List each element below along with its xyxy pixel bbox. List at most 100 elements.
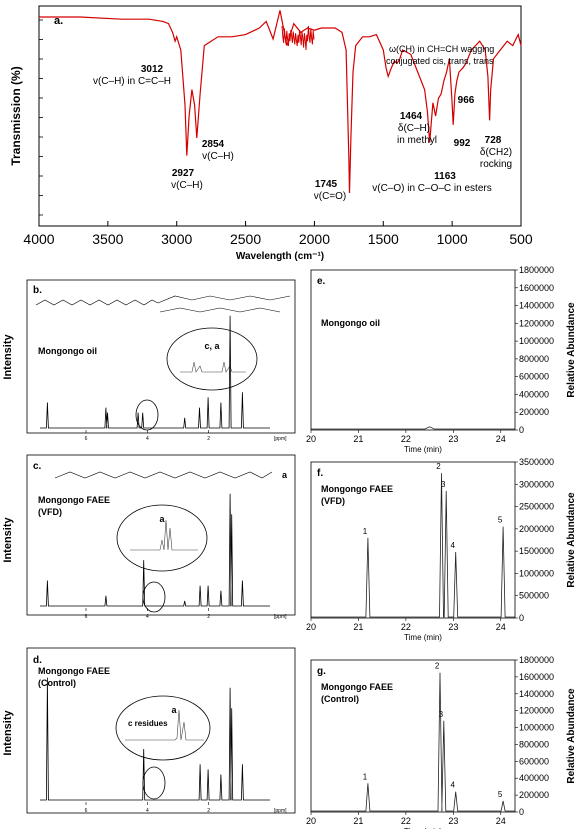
nmr-panel-b: b. Mongongo oil c, a 6 4 2 [ppm] bbox=[26, 279, 296, 442]
ann-1464-extra: in methyl bbox=[397, 135, 437, 146]
ftir-x-tick-label: 3500 bbox=[92, 231, 123, 247]
gc-x-tick-label: 24 bbox=[496, 434, 506, 444]
ftir-x-tick-label: 1500 bbox=[368, 231, 399, 247]
gc-y-tick-label: 1000000 bbox=[519, 723, 554, 733]
gc-y-tick-label: 3000000 bbox=[519, 479, 554, 489]
nmr-b-inset-label: c, a bbox=[204, 341, 220, 351]
gc-g-sample2: (Control) bbox=[321, 694, 359, 704]
gc-y-tick-label: 1200000 bbox=[519, 706, 554, 716]
gc-g-sample: Mongongo FAEE bbox=[321, 682, 393, 692]
ppm-unit: [ppm] bbox=[274, 808, 287, 814]
gc-x-tick-label: 20 bbox=[306, 816, 316, 826]
nmr-b-spectrum bbox=[40, 315, 270, 429]
ppm-tick-label: 4 bbox=[146, 808, 149, 814]
gc-y-tick-label: 0 bbox=[519, 613, 524, 623]
nmr-b-peak-circle bbox=[135, 399, 159, 431]
ann-wagging-desc: conjugated cis, trans, trans bbox=[386, 56, 494, 66]
nmr-c-label: c. bbox=[33, 461, 42, 472]
gc-panels: e. Mongongo oil 0 200000 400000 600000 800000 1… bbox=[306, 265, 577, 829]
gc-f-sample2: (VFD) bbox=[321, 496, 345, 506]
nmr-panel-c: c. Mongongo FAEE (VFD) a a 6 4 2 [ppm] bbox=[26, 454, 296, 620]
ftir-noise-region bbox=[281, 25, 315, 51]
ppm-tick-label: 6 bbox=[85, 436, 88, 442]
gc-y-tick-label: 2500000 bbox=[519, 502, 554, 512]
gc-peak-label: 3 bbox=[439, 710, 444, 719]
gc-y-tick-label: 1000000 bbox=[519, 336, 554, 346]
gc-y-tick-label: 200000 bbox=[519, 407, 549, 417]
nmr-b-structure bbox=[35, 295, 291, 313]
ann-1163-desc: v(C–O) in C–O–C in esters bbox=[372, 183, 491, 194]
ftir-panel-label: a. bbox=[54, 15, 63, 27]
gc-panel-e: e. Mongongo oil 0 200000 400000 600000 800000 1… bbox=[306, 265, 577, 454]
nmr-c-spectrum bbox=[40, 493, 270, 607]
ftir-x-tick-label: 500 bbox=[509, 231, 533, 247]
nmr-c-structure bbox=[54, 471, 273, 479]
gc-x-tick-label: 20 bbox=[306, 434, 316, 444]
ann-3012-desc: v(C–H) in C=C–H bbox=[93, 76, 171, 87]
nmr-c-inset bbox=[116, 504, 208, 572]
gc-f-frame bbox=[310, 461, 516, 619]
ftir-y-ticks bbox=[39, 19, 43, 216]
nmr-c-peak-circle bbox=[142, 581, 166, 613]
gc-y-tick-label: 200000 bbox=[519, 790, 549, 800]
gc-e-label: e. bbox=[317, 276, 326, 287]
gc-g-trace bbox=[311, 672, 515, 812]
ann-1745-desc: v(C=O) bbox=[314, 191, 347, 202]
gc-x-tick-label: 22 bbox=[401, 816, 411, 826]
gc-g-label: g. bbox=[317, 666, 326, 677]
gc-x-tick-label: 22 bbox=[401, 434, 411, 444]
ftir-y-axis-label: Transmission (%) bbox=[9, 66, 23, 165]
nmr-b-ppm-ticks: 6 4 2 [ppm] bbox=[85, 430, 287, 442]
gc-x-tick-label: 23 bbox=[448, 434, 458, 444]
gc-y-tick-label: 500000 bbox=[519, 591, 549, 601]
gc-y-tick-label: 3500000 bbox=[519, 457, 554, 467]
ftir-frame bbox=[38, 5, 522, 227]
ppm-tick-label: 4 bbox=[146, 436, 149, 442]
ann-2854: 2854 bbox=[202, 139, 225, 150]
gc-e-x-axis-label: Time (min) bbox=[404, 445, 442, 454]
gc-y-tick-label: 400000 bbox=[519, 389, 549, 399]
nmr-d-y-axis-label: Intensity bbox=[2, 710, 14, 756]
ppm-tick-label: 2 bbox=[207, 808, 210, 814]
nmr-d-frame bbox=[26, 647, 296, 814]
gc-peak-label: 1 bbox=[363, 772, 368, 781]
ppm-tick-label: 6 bbox=[85, 808, 88, 814]
ann-992: 992 bbox=[454, 138, 471, 149]
ftir-panel: a. 4000 3500 3000 2500 2000 1500 1000 500 Trans… bbox=[9, 5, 533, 262]
gc-x-tick-label: 24 bbox=[496, 622, 506, 632]
ftir-x-ticks: 4000 3500 3000 2500 2000 1500 1000 500 bbox=[23, 221, 533, 247]
gc-f-x-axis-label: Time (min) bbox=[404, 633, 442, 642]
gc-x-tick-label: 23 bbox=[448, 816, 458, 826]
ftir-x-axis-label: Wavelength (cm⁻¹) bbox=[236, 251, 324, 262]
ftir-x-tick-label: 2500 bbox=[230, 231, 261, 247]
gc-y-tick-label: 400000 bbox=[519, 773, 549, 783]
nmr-d-label: d. bbox=[33, 655, 42, 666]
gc-e-trace bbox=[311, 426, 515, 430]
nmr-c-inset-label: a bbox=[159, 514, 165, 524]
ann-1745: 1745 bbox=[315, 179, 338, 190]
gc-y-tick-label: 2000000 bbox=[519, 524, 554, 534]
gc-y-tick-label: 1400000 bbox=[519, 689, 554, 699]
gc-peak-label: 5 bbox=[498, 516, 503, 525]
nmr-b-y-axis-label: Intensity bbox=[2, 334, 14, 380]
ann-2854-desc: v(C–H) bbox=[202, 151, 234, 162]
gc-y-tick-label: 1200000 bbox=[519, 318, 554, 328]
gc-peak-label: 2 bbox=[436, 462, 441, 471]
ann-2927: 2927 bbox=[172, 168, 195, 179]
ftir-spectrum-line bbox=[39, 10, 522, 194]
nmr-b-sample: Mongongo oil bbox=[38, 346, 97, 356]
nmr-d-sample: Mongongo FAEE bbox=[38, 666, 110, 676]
nmr-c-frame bbox=[26, 454, 296, 616]
ftir-x-tick-label: 3000 bbox=[161, 231, 192, 247]
ftir-x-tick-label: 4000 bbox=[23, 231, 54, 247]
ppm-unit: [ppm] bbox=[274, 614, 287, 620]
gc-y-tick-label: 600000 bbox=[519, 756, 549, 766]
nmr-b-frame bbox=[26, 279, 296, 434]
nmr-c-structure-a: a bbox=[282, 470, 288, 480]
gc-peak-label: 5 bbox=[498, 790, 503, 799]
nmr-c-y-axis-label: Intensity bbox=[2, 517, 14, 563]
ftir-noise-line bbox=[281, 25, 315, 51]
nmr-b-label: b. bbox=[33, 285, 42, 296]
ppm-tick-label: 2 bbox=[207, 436, 210, 442]
